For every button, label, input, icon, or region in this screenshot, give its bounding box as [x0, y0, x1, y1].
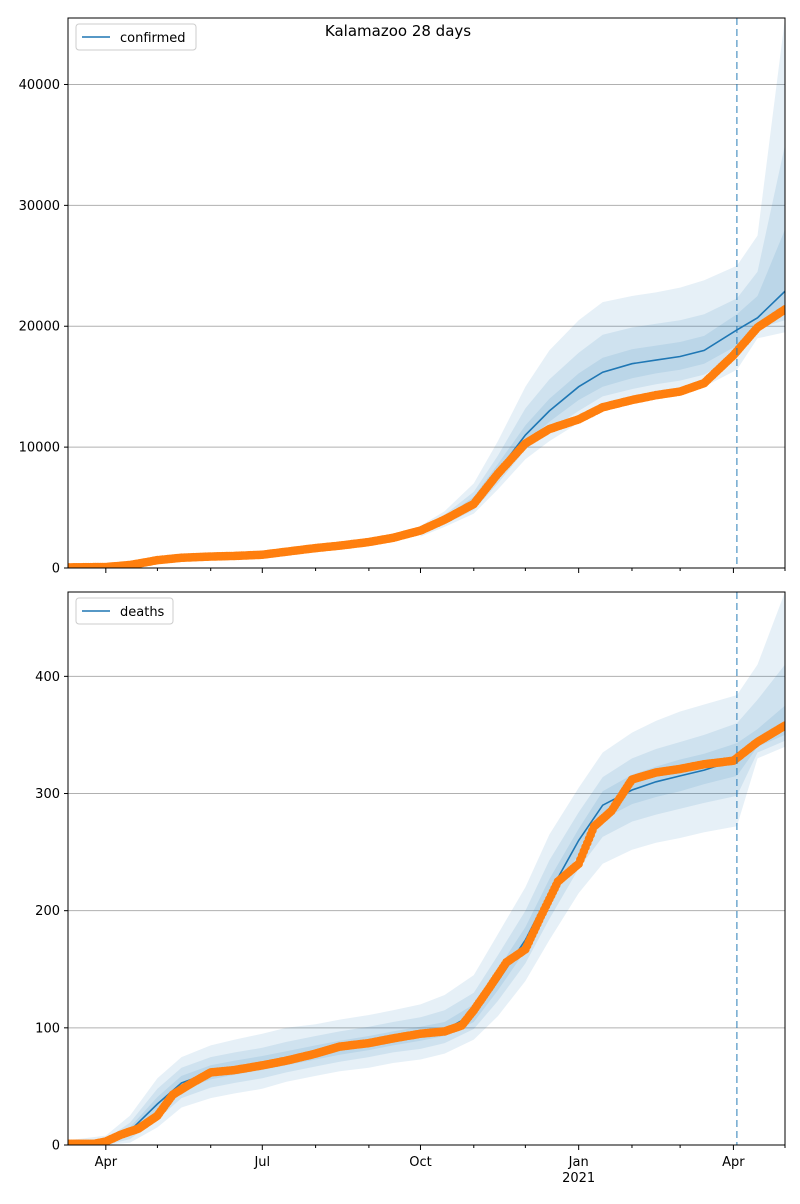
y-tick-label: 200 — [35, 904, 60, 919]
x-tick-label: Apr — [722, 1155, 745, 1170]
uncertainty-band-2 — [68, 664, 785, 1145]
uncertainty-band-1 — [68, 592, 785, 1145]
x-tick-sublabel: 2021 — [562, 1171, 595, 1186]
plot-area — [68, 18, 785, 568]
y-tick-label: 20000 — [19, 320, 60, 335]
legend: deaths — [75, 597, 174, 625]
plot-area — [68, 592, 785, 1145]
axes-frame — [67, 17, 786, 569]
x-tick-label: Jan — [568, 1155, 589, 1170]
observed-point — [780, 305, 785, 314]
observed-point — [780, 721, 785, 730]
legend: confirmed — [75, 23, 197, 51]
axes-frame — [67, 591, 786, 1146]
x-tick-label: Apr — [95, 1155, 118, 1170]
x-tick-label: Oct — [409, 1155, 431, 1170]
y-tick-label: 400 — [35, 670, 60, 685]
y-tick-label: 10000 — [19, 441, 60, 456]
legend-box — [75, 23, 197, 51]
y-tick-label: 40000 — [19, 78, 60, 93]
y-tick-label: 30000 — [19, 199, 60, 214]
chart-title: Kalamazoo 28 days — [325, 22, 471, 40]
legend-label: confirmed — [120, 31, 186, 46]
legend-box — [75, 597, 174, 625]
y-tick-label: 300 — [35, 787, 60, 802]
chart-panel-confirmed: 0 10000 20000 30000 40000 confirmed — [19, 17, 786, 577]
y-tick-label: 0 — [52, 562, 60, 577]
uncertainty-band-2 — [420, 144, 785, 535]
uncertainty-band-1 — [420, 18, 785, 537]
legend-label: deaths — [120, 605, 165, 620]
y-tick-label: 100 — [35, 1021, 60, 1036]
x-tick-label: Jul — [253, 1155, 270, 1170]
y-tick-label: 0 — [52, 1139, 60, 1154]
